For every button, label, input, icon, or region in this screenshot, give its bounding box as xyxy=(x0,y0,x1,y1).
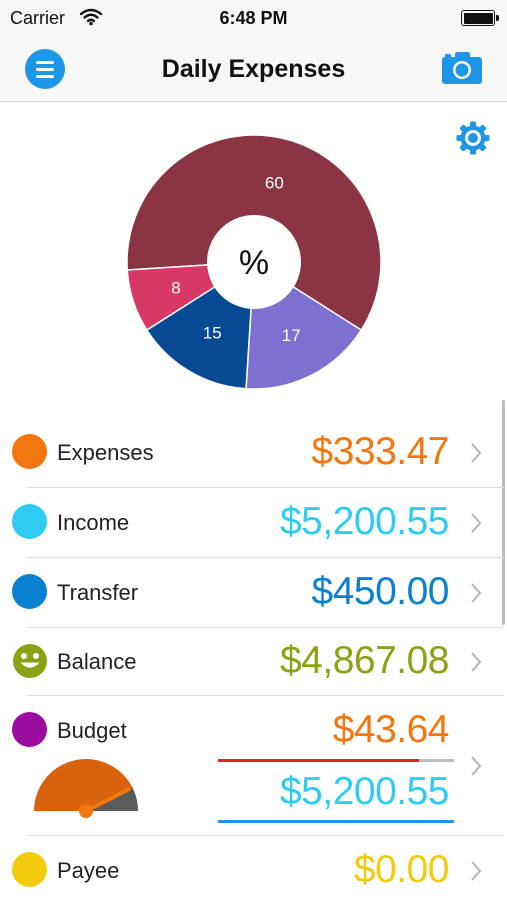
chevron-right-icon xyxy=(471,861,482,881)
transfer-amount: $450.00 xyxy=(311,570,450,613)
row-divider xyxy=(27,487,504,488)
chevron-right-icon xyxy=(471,756,482,776)
smiley-icon xyxy=(13,644,47,678)
row-divider xyxy=(27,835,504,836)
transfer-color-dot xyxy=(12,574,47,609)
payee-row[interactable]: Payee $0.00 xyxy=(0,836,504,900)
gear-icon[interactable] xyxy=(455,120,491,156)
budget-total-amount: $5,200.55 xyxy=(279,770,450,813)
balance-amount: $4,867.08 xyxy=(279,639,450,682)
budget-label: Budget xyxy=(57,718,127,743)
pie-slice-label: 15 xyxy=(203,324,222,343)
carrier-label: Carrier xyxy=(10,8,66,28)
expenses-color-dot xyxy=(12,434,47,469)
status-bar: Carrier 6:48 PM xyxy=(0,0,507,36)
scroll-indicator[interactable] xyxy=(502,400,505,625)
budget-progress-bar xyxy=(218,759,454,762)
battery-icon xyxy=(461,10,499,26)
wifi-icon xyxy=(80,8,102,26)
clock: 6:48 PM xyxy=(219,8,288,28)
pie-slice-label: 8 xyxy=(171,278,180,297)
income-label: Income xyxy=(57,510,130,535)
pie-slice-label: 17 xyxy=(282,326,301,345)
balance-row[interactable]: Balance $4,867.08 xyxy=(0,628,504,696)
transfer-label: Transfer xyxy=(57,580,139,605)
chevron-right-icon xyxy=(471,652,482,672)
page-title: Daily Expenses xyxy=(161,55,346,83)
budget-progress-fill xyxy=(218,759,419,762)
income-color-dot xyxy=(12,504,47,539)
chart-center-label: % xyxy=(239,244,269,282)
row-divider xyxy=(27,627,504,628)
budget-gauge xyxy=(34,759,138,818)
balance-label: Balance xyxy=(57,649,137,674)
payee-color-dot xyxy=(12,852,47,887)
expenses-row[interactable]: Expenses $333.47 xyxy=(0,418,504,488)
expenses-label: Expenses xyxy=(57,440,154,465)
menu-icon[interactable] xyxy=(25,49,65,89)
budget-row[interactable]: Budget $43.64 $5,200.55 xyxy=(0,696,504,836)
chevron-right-icon xyxy=(471,583,482,603)
income-row[interactable]: Income $5,200.55 xyxy=(0,488,504,558)
nav-bar: Daily Expenses xyxy=(0,36,507,102)
row-divider xyxy=(27,695,504,696)
budget-color-dot xyxy=(12,712,47,747)
expenses-amount: $333.47 xyxy=(311,430,450,473)
chevron-right-icon xyxy=(471,443,482,463)
chevron-right-icon xyxy=(471,513,482,533)
percent-donut-chart: 60 17 15 8 % xyxy=(126,134,382,390)
row-divider xyxy=(27,557,504,558)
chart-center-hole xyxy=(207,215,301,309)
camera-icon[interactable] xyxy=(441,51,483,85)
budget-spent-amount: $43.64 xyxy=(332,708,450,751)
budget-total-underline xyxy=(218,820,454,823)
transfer-row[interactable]: Transfer $450.00 xyxy=(0,558,504,628)
payee-amount: $0.00 xyxy=(353,848,450,891)
pie-slice-label: 60 xyxy=(265,174,284,193)
income-amount: $5,200.55 xyxy=(279,500,450,543)
payee-label: Payee xyxy=(57,858,120,883)
